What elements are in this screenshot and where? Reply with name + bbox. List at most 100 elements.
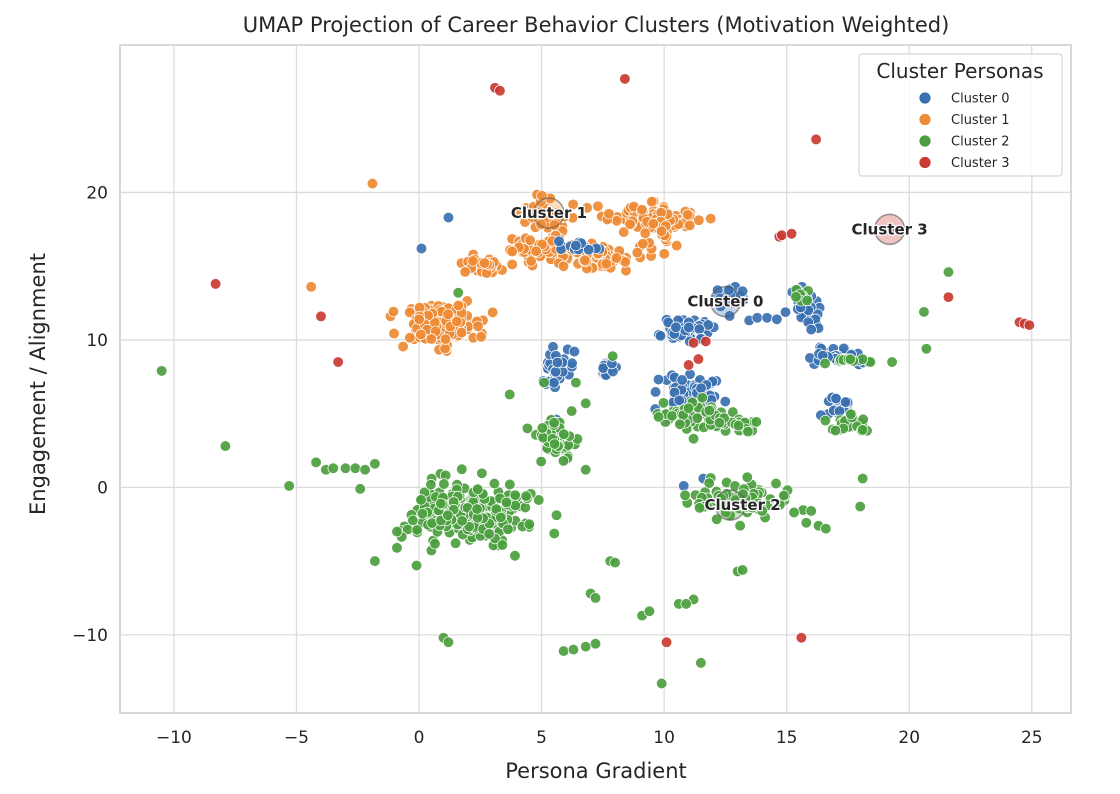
data-point [680, 598, 692, 610]
cluster-annotation: Cluster 2 [704, 496, 780, 514]
data-point [519, 501, 531, 514]
data-point [705, 212, 717, 225]
centroid-marker [709, 285, 742, 318]
data-point [283, 480, 295, 492]
data-point [679, 489, 691, 501]
data-point [844, 353, 857, 365]
data-point [838, 342, 850, 355]
data-point [646, 196, 658, 208]
data-point [570, 377, 582, 389]
data-point [692, 353, 705, 365]
data-point [413, 313, 425, 325]
data-point [670, 321, 682, 333]
legend-marker [918, 134, 932, 148]
legend-items: Cluster 0 Cluster 1 Cluster 2 Cluster 3 [918, 91, 1010, 171]
data-point [509, 550, 521, 562]
legend-box [858, 53, 1063, 177]
data-point [442, 308, 454, 320]
data-point [546, 208, 559, 220]
data-point [553, 235, 565, 247]
data-point [693, 323, 705, 335]
legend-marker [918, 113, 932, 126]
x-tick-label: 10 [653, 728, 675, 748]
data-point [452, 299, 465, 312]
data-point [682, 359, 695, 371]
data-point [476, 467, 488, 479]
data-point [639, 227, 651, 239]
data-point [918, 306, 930, 318]
data-point [683, 321, 695, 334]
data-point [391, 542, 403, 554]
data-point [404, 306, 416, 319]
cluster-annotation: Cluster 3 [852, 220, 928, 238]
legend-marker [918, 156, 932, 169]
data-point [415, 328, 427, 341]
data-point [713, 417, 726, 429]
data-point [711, 513, 723, 525]
data-point [495, 511, 507, 524]
data-point [652, 373, 665, 386]
data-point [619, 73, 631, 85]
data-point [391, 525, 403, 538]
data-point [538, 377, 550, 389]
data-point [657, 397, 670, 409]
data-point [857, 424, 869, 436]
data-point [504, 388, 516, 401]
data-point [742, 425, 754, 438]
data-point [581, 202, 593, 214]
data-point [691, 412, 703, 424]
data-point [429, 538, 441, 550]
cluster-annotations: Cluster 0 Cluster 1 Cluster 2 Cluster 3 [510, 203, 929, 515]
y-tick-label: 0 [97, 478, 108, 498]
data-point [471, 503, 483, 515]
data-point [442, 636, 455, 648]
y-tick-label: 10 [86, 331, 108, 351]
data-point [703, 404, 715, 417]
data-point [209, 278, 222, 290]
data-point [750, 416, 763, 428]
data-point [660, 636, 673, 648]
data-point [883, 223, 896, 235]
data-point [472, 483, 484, 495]
data-point [558, 428, 570, 440]
data-point [770, 477, 782, 490]
data-point [535, 455, 547, 468]
data-point [732, 419, 745, 432]
data-point [580, 464, 592, 476]
data-point [410, 559, 423, 572]
data-point [778, 489, 790, 502]
data-point [734, 520, 746, 532]
data-point [472, 320, 484, 332]
data-point [658, 248, 670, 260]
data-point [310, 456, 322, 468]
data-point [830, 392, 842, 405]
data-point [656, 677, 668, 690]
data-point [788, 506, 800, 519]
data-point [600, 258, 613, 270]
data-point [580, 397, 592, 409]
data-point [452, 287, 464, 299]
data-point [801, 294, 813, 307]
data-point [415, 494, 427, 506]
series-cluster-3 [209, 73, 1035, 648]
data-point [703, 477, 715, 489]
data-point [496, 539, 508, 551]
data-point [736, 564, 749, 576]
data-point [741, 471, 753, 483]
data-point [435, 497, 447, 510]
data-point [557, 260, 570, 272]
data-point [411, 524, 423, 536]
legend-marker [918, 91, 932, 105]
data-point [536, 422, 549, 434]
data-point [566, 405, 578, 417]
data-point [548, 438, 561, 450]
data-point [354, 483, 366, 495]
data-point [761, 312, 773, 324]
data-point [439, 333, 452, 345]
data-point [557, 455, 570, 467]
legend-title: Cluster Personas [876, 59, 1043, 83]
data-point [533, 494, 545, 506]
data-point [776, 229, 788, 241]
data-point [520, 490, 532, 502]
